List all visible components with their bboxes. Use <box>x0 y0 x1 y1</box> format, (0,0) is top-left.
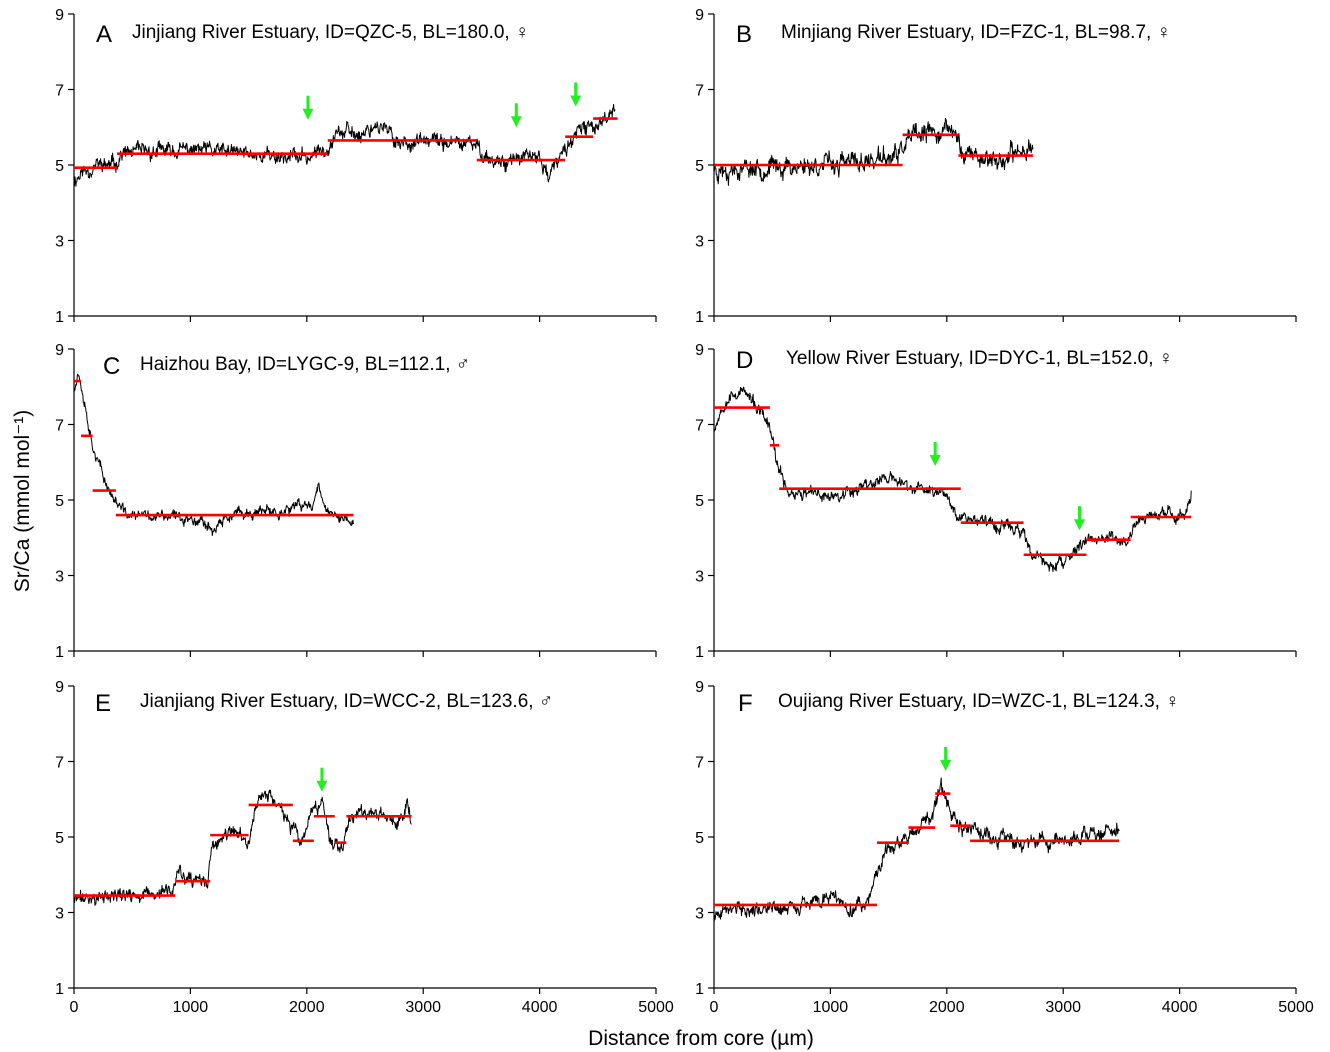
panel-f-xtick-label: 1000 <box>813 999 849 1016</box>
panel-d-ytick-label: 1 <box>695 644 704 661</box>
panel-b-srca-trace <box>713 117 1034 186</box>
panel-c-ytick-label: 1 <box>55 644 64 661</box>
panel-b: 1 3 5 7 9 B Minjiang River Estuary, ID=FZC-1… <box>695 7 1297 326</box>
panel-a: 1 3 5 7 9 A Jinjiang River Estuary, ID=QZC-5… <box>55 7 657 326</box>
panel-a-ytick-label: 5 <box>55 158 64 175</box>
panel-e-ytick-label: 1 <box>55 981 64 998</box>
panel-a-marker-arrow <box>510 103 522 128</box>
panel-e-ytick-label: 3 <box>55 906 64 923</box>
panel-e-xtick-label: 4000 <box>522 999 558 1016</box>
panel-e-srca-trace <box>73 789 412 906</box>
panel-f-xtick-label: 2000 <box>929 999 965 1016</box>
panel-f-ytick-label: 5 <box>695 830 704 847</box>
panel-a-ytick-label: 3 <box>55 234 64 251</box>
panel-b-ytick-label: 7 <box>695 83 704 100</box>
panel-b-title: Minjiang River Estuary, ID=FZC-1, BL=98.… <box>781 22 1171 43</box>
panel-a-marker-arrow <box>570 82 582 107</box>
panel-e-xtick-label: 1000 <box>173 999 209 1016</box>
arrow-head <box>940 759 952 771</box>
panel-a-srca-trace <box>73 103 616 187</box>
panel-b-ytick-label: 1 <box>695 309 704 326</box>
panel-c-title: Haizhou Bay, ID=LYGC-9, BL=112.1, ♂ <box>140 354 470 375</box>
panel-f-ytick-label: 3 <box>695 906 704 923</box>
panel-f-letter: F <box>738 690 753 717</box>
panel-e-ytick-label: 5 <box>55 830 64 847</box>
panel-f: 1 3 5 7 9 0 1000 2000 3000 4000 5000 F Oujiang Riv… <box>695 679 1314 1016</box>
panel-e-xtick-label: 5000 <box>638 999 674 1016</box>
panel-d-ytick-label: 5 <box>695 493 704 510</box>
panel-a-ytick-label: 1 <box>55 309 64 326</box>
panel-d-srca-trace <box>713 386 1192 572</box>
panel-d-ytick-label: 3 <box>695 569 704 586</box>
panel-f-xtick-label: 4000 <box>1162 999 1198 1016</box>
panel-e-xtick-label: 0 <box>70 999 79 1016</box>
panel-c-ytick-label: 7 <box>55 418 64 435</box>
panel-e-title: Jianjiang River Estuary, ID=WCC-2, BL=12… <box>140 691 553 712</box>
panel-d-title: Yellow River Estuary, ID=DYC-1, BL=152.0… <box>786 348 1173 369</box>
panel-c: 1 3 5 7 9 C Haizhou Bay, ID=LYGC-9, BL=112.1… <box>55 342 657 661</box>
panel-e-xtick-label: 2000 <box>289 999 325 1016</box>
panel-f-ytick-label: 7 <box>695 755 704 772</box>
panel-b-ytick-label: 5 <box>695 158 704 175</box>
panel-e-ytick-label: 7 <box>55 755 64 772</box>
panel-f-title: Oujiang River Estuary, ID=WZC-1, BL=124.… <box>778 691 1179 712</box>
panel-c-ytick-label: 9 <box>55 342 64 359</box>
arrow-head <box>929 455 941 467</box>
panel-f-xtick-label: 0 <box>710 999 719 1016</box>
panel-c-ytick-label: 3 <box>55 569 64 586</box>
panel-e: 1 3 5 7 9 0 1000 2000 3000 4000 5000 E Jianjiang R… <box>55 679 674 1016</box>
arrow-head <box>302 108 314 120</box>
panel-f-xtick-label: 5000 <box>1278 999 1314 1016</box>
panel-f-marker-arrow <box>940 746 952 771</box>
panel-e-xtick-label: 3000 <box>405 999 441 1016</box>
panel-a-ytick-label: 9 <box>55 7 64 24</box>
panel-f-ytick-label: 9 <box>695 679 704 696</box>
panel-f-srca-trace <box>713 777 1120 924</box>
y-axis-title: Sr/Ca (mmol mol⁻¹) <box>11 410 34 593</box>
panel-e-ytick-label: 9 <box>55 679 64 696</box>
panel-c-srca-trace <box>73 373 354 537</box>
panel-a-marker-arrow <box>302 95 314 120</box>
panel-b-ytick-label: 9 <box>695 7 704 24</box>
panel-d-marker-arrow <box>1073 506 1085 531</box>
arrow-head <box>1073 519 1085 531</box>
panel-a-ytick-label: 7 <box>55 83 64 100</box>
arrow-head <box>570 95 582 107</box>
panel-d: 1 3 5 7 9 D Yellow River Estuary, ID=DYC-1, … <box>695 342 1297 661</box>
panel-d-ytick-label: 7 <box>695 418 704 435</box>
panel-d-letter: D <box>736 347 753 374</box>
panel-e-letter: E <box>95 690 111 717</box>
panel-c-letter: C <box>103 353 120 380</box>
x-axis-title: Distance from core (µm) <box>588 1027 814 1050</box>
panel-e-marker-arrow <box>316 767 328 792</box>
panel-b-ytick-label: 3 <box>695 234 704 251</box>
panel-d-ytick-label: 9 <box>695 342 704 359</box>
arrow-head <box>510 116 522 128</box>
panel-f-xtick-label: 3000 <box>1045 999 1081 1016</box>
panel-c-ytick-label: 5 <box>55 493 64 510</box>
panel-a-title: Jinjiang River Estuary, ID=QZC-5, BL=180… <box>132 22 529 43</box>
arrow-head <box>316 780 328 792</box>
panel-a-letter: A <box>96 21 112 48</box>
panel-d-marker-arrow <box>929 442 941 467</box>
panel-b-letter: B <box>736 21 752 48</box>
panel-f-ytick-label: 1 <box>695 981 704 998</box>
